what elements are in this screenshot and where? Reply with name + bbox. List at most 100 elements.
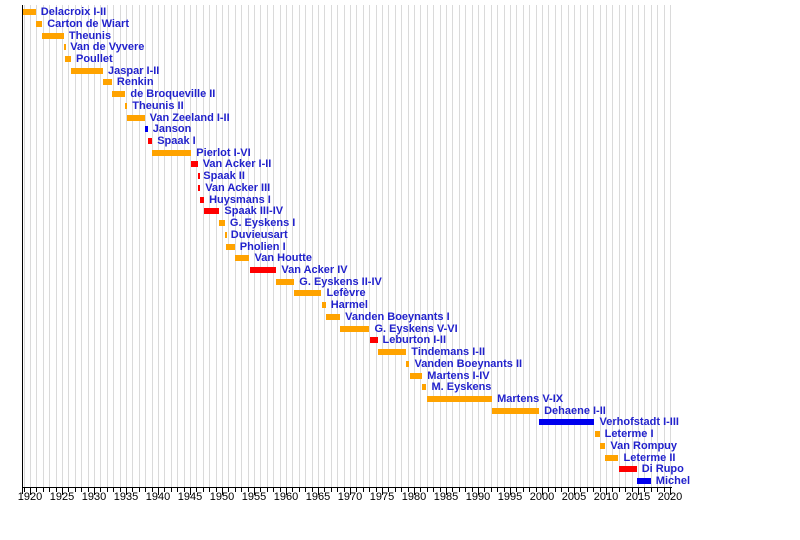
- x-minor-tick: [439, 488, 441, 492]
- pm-label: G. Eyskens V-VI: [374, 322, 458, 335]
- x-minor-tick: [426, 488, 428, 492]
- x-minor-tick: [362, 488, 364, 492]
- x-minor-tick: [458, 488, 460, 492]
- x-major-tick: [542, 488, 543, 495]
- x-minor-tick: [561, 488, 563, 492]
- x-major-tick: [638, 488, 639, 495]
- pm-label: G. Eyskens I: [229, 217, 296, 229]
- x-minor-tick: [81, 488, 83, 492]
- pm-label: Tindemans I-II: [411, 346, 486, 358]
- x-minor-tick: [535, 488, 537, 492]
- x-minor-tick: [170, 488, 172, 492]
- gridline: [49, 5, 51, 487]
- x-major-tick: [670, 488, 671, 495]
- gridline: [254, 5, 255, 487]
- gridline: [618, 5, 620, 487]
- gridline: [369, 5, 371, 487]
- gridline: [318, 5, 319, 487]
- x-minor-tick: [548, 488, 550, 492]
- x-minor-tick: [138, 488, 140, 492]
- x-minor-tick: [554, 488, 556, 492]
- x-minor-tick: [177, 488, 179, 492]
- x-minor-tick: [42, 488, 44, 492]
- gridline: [273, 5, 275, 487]
- term-bar: [152, 149, 192, 156]
- y-axis: [22, 5, 23, 494]
- x-tick-label: 1940: [145, 491, 171, 503]
- x-minor-tick: [119, 488, 121, 492]
- x-minor-tick: [87, 488, 89, 492]
- x-minor-tick: [567, 488, 569, 492]
- gridline: [55, 5, 57, 487]
- x-minor-tick: [106, 488, 108, 492]
- term-bar: [321, 302, 326, 309]
- x-minor-tick: [292, 488, 294, 492]
- x-tick-label: 1995: [497, 491, 523, 503]
- gridline: [644, 5, 646, 487]
- x-major-tick: [190, 488, 191, 495]
- pm-label: Huysmans I: [209, 193, 271, 206]
- gridline: [574, 5, 575, 487]
- x-tick-label: 1945: [177, 491, 203, 503]
- x-major-tick: [318, 488, 319, 495]
- x-tick-label: 1950: [209, 491, 235, 503]
- term-bar: [605, 454, 619, 461]
- pm-label: Di Rupo: [641, 463, 684, 476]
- gridline: [638, 5, 639, 487]
- x-minor-tick: [394, 488, 396, 492]
- x-minor-tick: [49, 488, 51, 492]
- x-major-tick: [382, 488, 383, 495]
- gridline: [375, 5, 377, 487]
- gridline: [87, 5, 89, 487]
- pm-label: Dehaene I-II: [544, 404, 606, 417]
- term-bar: [369, 337, 378, 344]
- gridline: [439, 5, 441, 487]
- x-tick-label: 1990: [465, 491, 491, 503]
- gridline: [23, 5, 25, 487]
- x-major-tick: [286, 488, 287, 495]
- x-minor-tick: [369, 488, 371, 492]
- gridline: [241, 5, 243, 487]
- term-bar: [71, 67, 103, 74]
- gridline: [420, 5, 422, 487]
- term-bar: [144, 126, 148, 133]
- term-bar: [42, 32, 64, 39]
- gridline: [62, 5, 63, 487]
- x-minor-tick: [657, 488, 659, 492]
- x-minor-tick: [164, 488, 166, 492]
- gridline: [497, 5, 499, 487]
- x-minor-tick: [215, 488, 217, 492]
- x-major-tick: [478, 488, 479, 495]
- x-minor-tick: [241, 488, 243, 492]
- pm-label: Van Rompuy: [610, 439, 678, 452]
- pm-label: Poullet: [76, 52, 113, 65]
- term-bar: [618, 466, 637, 473]
- gridline: [548, 5, 550, 487]
- x-minor-tick: [151, 488, 153, 492]
- term-bar: [249, 266, 277, 273]
- x-minor-tick: [234, 488, 236, 492]
- gridline: [663, 5, 665, 487]
- x-minor-tick: [522, 488, 524, 492]
- pm-label: Pierlot I-VI: [196, 146, 251, 159]
- gridline: [426, 5, 428, 487]
- pm-label: Harmel: [330, 299, 368, 312]
- x-minor-tick: [356, 488, 358, 492]
- term-bar: [294, 290, 322, 297]
- x-minor-tick: [260, 488, 262, 492]
- term-bar: [103, 79, 112, 86]
- x-minor-tick: [74, 488, 76, 492]
- gridline: [599, 5, 601, 487]
- x-tick-label: 1935: [113, 491, 139, 503]
- gridline: [650, 5, 652, 487]
- gridline: [119, 5, 121, 487]
- term-bar: [204, 208, 220, 215]
- pm-label: Van Acker III: [205, 181, 271, 194]
- x-minor-tick: [593, 488, 595, 492]
- x-minor-tick: [183, 488, 185, 492]
- x-axis: [22, 487, 672, 488]
- gridline: [100, 5, 102, 487]
- pm-label: Van Houtte: [254, 252, 312, 265]
- x-minor-tick: [420, 488, 422, 492]
- x-major-tick: [606, 488, 607, 495]
